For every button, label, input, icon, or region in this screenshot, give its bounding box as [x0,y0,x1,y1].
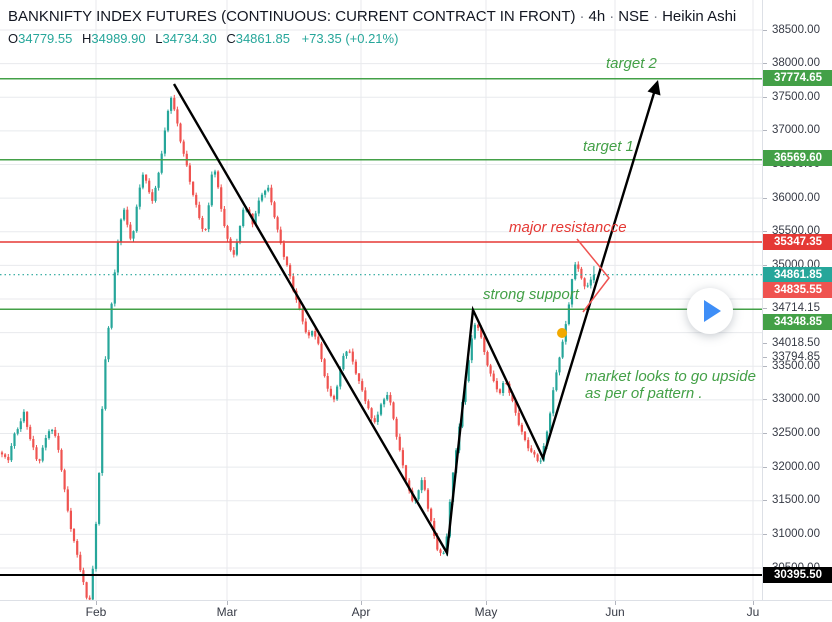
legend-ohlc-row: O34779.55 H34989.90 L34734.30 C34861.85 … [8,31,736,47]
arrow-head [647,80,661,96]
low-label: L [155,30,163,46]
yellow-dot-marker [557,328,567,338]
month-label: Ju [746,605,760,619]
month-tick [96,601,97,605]
price-tick-label: 33500.00 [763,360,832,373]
play-icon [704,300,721,322]
month-label: Apr [351,605,371,619]
change-value: +73.35 (+0.21%) [301,30,399,46]
last-price-level-badge: 34861.85 [763,267,832,283]
low-value: 34734.30 [162,30,217,46]
chart-style-label[interactable]: Heikin Ashi [662,8,737,25]
pennant-lines [576,238,610,313]
month-tick [615,601,616,605]
price-tick-label: 31500.00 [763,494,832,507]
price-tick-label: 37000.00 [763,124,832,137]
month-tick [486,601,487,605]
price-tick-label: 38500.00 [763,24,832,37]
month-label: Jun [605,605,625,619]
price-tick-label: 36000.00 [763,192,832,205]
price-level-lines [0,78,762,576]
trend-zigzag-arrow-line [172,83,656,557]
month-tick [227,601,228,605]
high-value: 34989.90 [91,30,146,46]
time-axis[interactable]: Feb Mar Apr May Jun Ju [0,600,832,622]
price-tick-label: 34018.50 [763,337,832,350]
month-tick [753,601,754,605]
open-label: O [8,30,19,46]
price-tick-label: 37500.00 [763,91,832,104]
interval-label[interactable]: 4h [588,8,606,25]
month-label: May [474,605,498,619]
target-1-level-badge: 36569.60 [763,150,832,166]
trend-drawings[interactable] [172,80,661,557]
price-tick-label: 34714.15 [763,302,832,315]
month-tick [361,601,362,605]
price-tick-label: 33794.85 [763,351,832,364]
separator-dot: · [653,8,659,25]
grid-horizontal [0,29,762,569]
support-label[interactable]: strong support [483,286,579,303]
price-axis[interactable]: 38500.0038000.0037500.0037000.0036500.00… [762,0,832,600]
chart-legend: BANKNIFTY INDEX FUTURES (CONTINUOUS: CUR… [8,8,736,47]
price-tick-label: 32500.00 [763,427,832,440]
close-label: C [226,30,236,46]
legend-title-row: BANKNIFTY INDEX FUTURES (CONTINUOUS: CUR… [8,8,736,27]
support-level-badge: 34348.85 [763,314,832,330]
separator-dot: · [609,8,615,25]
resistance-label[interactable]: major resistancce [509,219,627,236]
exchange-label[interactable]: NSE [618,8,650,25]
open-value: 34779.55 [18,30,73,46]
month-label: Mar [216,605,238,619]
price-tick-label: 38000.00 [763,57,832,70]
price-tick-label: 32000.00 [763,461,832,474]
close-value: 34861.85 [235,30,290,46]
month-label: Feb [85,605,107,619]
low-level-badge: 30395.50 [763,567,832,583]
price-tick-label: 31000.00 [763,528,832,541]
resistance-level-badge: 35347.35 [763,234,832,250]
symbol-title[interactable]: BANKNIFTY INDEX FUTURES (CONTINUOUS: CUR… [8,8,576,25]
target-2-level-badge: 37774.65 [763,70,832,86]
target-2-label[interactable]: target 2 [606,55,657,72]
replay-play-button[interactable] [687,288,733,334]
outlook-note[interactable]: market looks to go upside as per of patt… [585,368,756,402]
pennant-apex-level-badge: 34835.55 [763,282,832,298]
price-tick-label: 33000.00 [763,393,832,406]
grid-vertical [95,0,754,600]
target-1-label[interactable]: target 1 [583,138,634,155]
separator-dot: · [579,8,585,25]
high-label: H [81,30,92,46]
